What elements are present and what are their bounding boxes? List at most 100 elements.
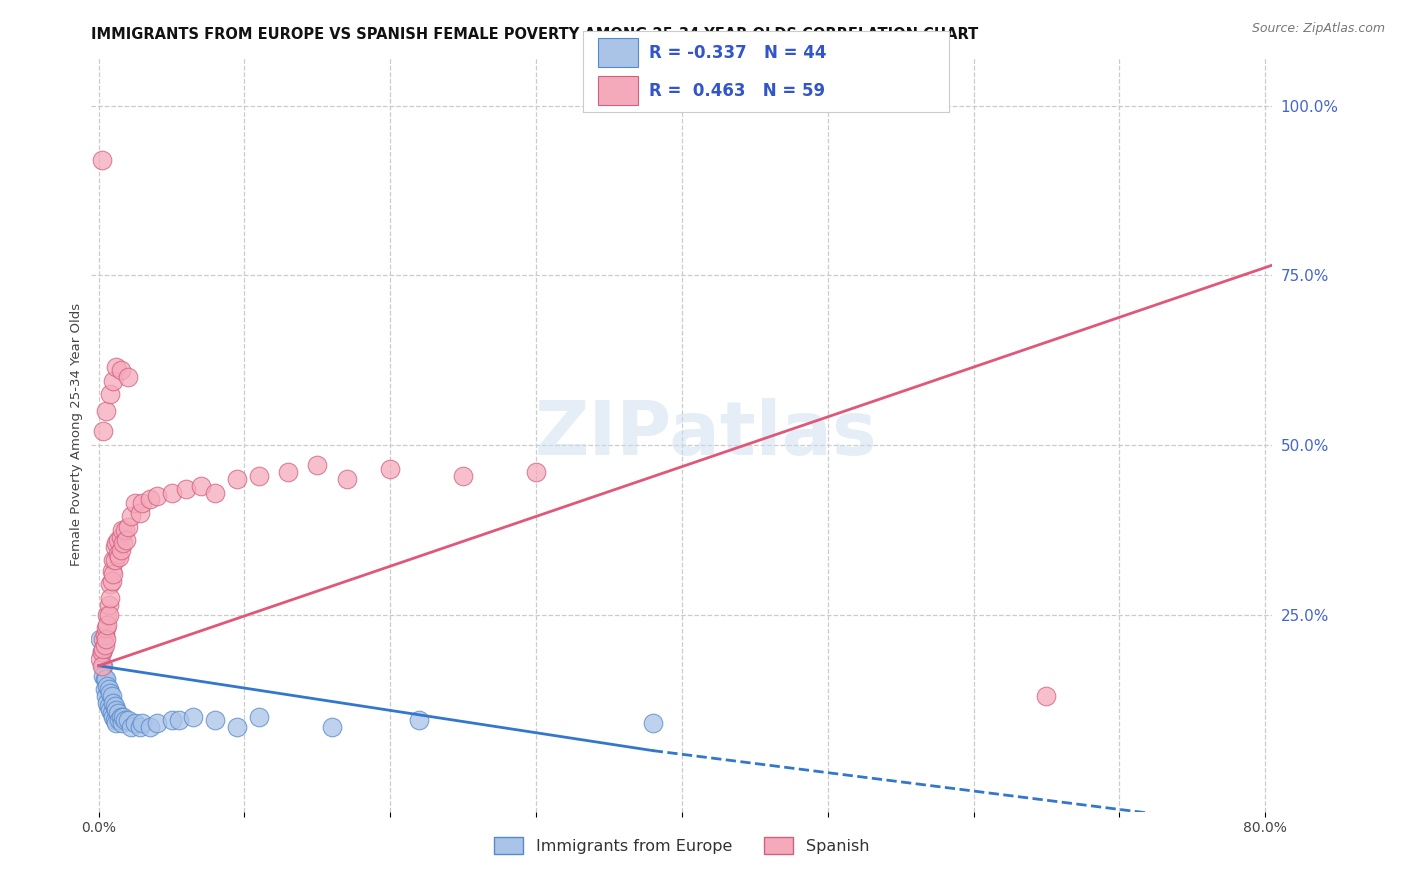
Point: [94, 621, 117, 635]
Point: [110, 543, 132, 558]
Point: [96, 696, 118, 710]
Point: [115, 533, 138, 547]
Point: [183, 709, 205, 723]
Point: [174, 482, 197, 496]
Point: [91, 641, 114, 656]
Point: [104, 553, 127, 567]
Point: [91, 669, 114, 683]
Point: [167, 713, 190, 727]
Point: [307, 458, 329, 473]
Text: IMMIGRANTS FROM EUROPE VS SPANISH FEMALE POVERTY AMONG 25-34 YEAR OLDS CORRELATI: IMMIGRANTS FROM EUROPE VS SPANISH FEMALE…: [91, 27, 979, 42]
Point: [226, 472, 249, 486]
Point: [108, 713, 131, 727]
Point: [131, 496, 153, 510]
Point: [97, 598, 120, 612]
Text: R = -0.337   N = 44: R = -0.337 N = 44: [650, 44, 827, 62]
Point: [124, 496, 146, 510]
Point: [117, 519, 139, 533]
Point: [97, 682, 120, 697]
Point: [105, 359, 128, 374]
Point: [96, 607, 118, 622]
Point: [247, 709, 270, 723]
Point: [103, 696, 125, 710]
Point: [97, 607, 120, 622]
Point: [103, 374, 125, 388]
Point: [110, 530, 132, 544]
Point: [98, 703, 121, 717]
Point: [91, 425, 114, 439]
Point: [103, 709, 125, 723]
Point: [138, 492, 160, 507]
Point: [128, 506, 150, 520]
Point: [321, 720, 343, 734]
Point: [131, 716, 153, 731]
Text: Source: ZipAtlas.com: Source: ZipAtlas.com: [1251, 22, 1385, 36]
Point: [105, 703, 128, 717]
Point: [94, 632, 117, 646]
Point: [96, 618, 118, 632]
Point: [146, 489, 169, 503]
Point: [103, 553, 125, 567]
Point: [120, 720, 142, 734]
Point: [91, 658, 114, 673]
Point: [93, 682, 115, 697]
Point: [96, 679, 118, 693]
Point: [97, 699, 120, 714]
FancyBboxPatch shape: [598, 38, 638, 68]
Point: [98, 686, 121, 700]
Point: [98, 591, 121, 605]
Point: [110, 363, 132, 377]
Point: [98, 577, 121, 591]
Point: [90, 153, 112, 167]
Point: [104, 540, 127, 554]
Point: [408, 713, 430, 727]
Point: [94, 673, 117, 687]
Point: [107, 706, 129, 721]
Point: [94, 690, 117, 704]
Text: ZIPatlas: ZIPatlas: [534, 399, 877, 471]
Legend: Immigrants from Europe, Spanish: Immigrants from Europe, Spanish: [488, 831, 876, 860]
Point: [98, 387, 121, 401]
Point: [146, 716, 169, 731]
Point: [104, 699, 127, 714]
Point: [524, 465, 547, 479]
Point: [101, 564, 124, 578]
Point: [117, 713, 139, 727]
Point: [204, 485, 226, 500]
Point: [226, 720, 249, 734]
Point: [160, 485, 183, 500]
Point: [124, 716, 146, 731]
Point: [93, 638, 115, 652]
Point: [204, 713, 226, 727]
Point: [117, 370, 139, 384]
Point: [89, 632, 111, 646]
Point: [120, 509, 142, 524]
Point: [160, 713, 183, 727]
Point: [91, 632, 114, 646]
Point: [451, 468, 474, 483]
Point: [101, 690, 124, 704]
Point: [138, 720, 160, 734]
Point: [111, 716, 134, 731]
Point: [90, 645, 112, 659]
Point: [108, 550, 131, 565]
Point: [107, 533, 129, 547]
Y-axis label: Female Poverty Among 25-34 Year Olds: Female Poverty Among 25-34 Year Olds: [70, 303, 83, 566]
Point: [114, 523, 136, 537]
Point: [641, 716, 664, 731]
Point: [335, 472, 357, 486]
Point: [128, 720, 150, 734]
Point: [90, 658, 112, 673]
Point: [111, 523, 134, 537]
Text: R =  0.463   N = 59: R = 0.463 N = 59: [650, 82, 825, 100]
Point: [112, 536, 135, 550]
Point: [103, 567, 125, 582]
Point: [190, 479, 212, 493]
Point: [101, 574, 124, 588]
Point: [107, 547, 129, 561]
Point: [114, 713, 136, 727]
Point: [101, 706, 124, 721]
Point: [105, 716, 128, 731]
Point: [112, 709, 135, 723]
Point: [104, 713, 127, 727]
